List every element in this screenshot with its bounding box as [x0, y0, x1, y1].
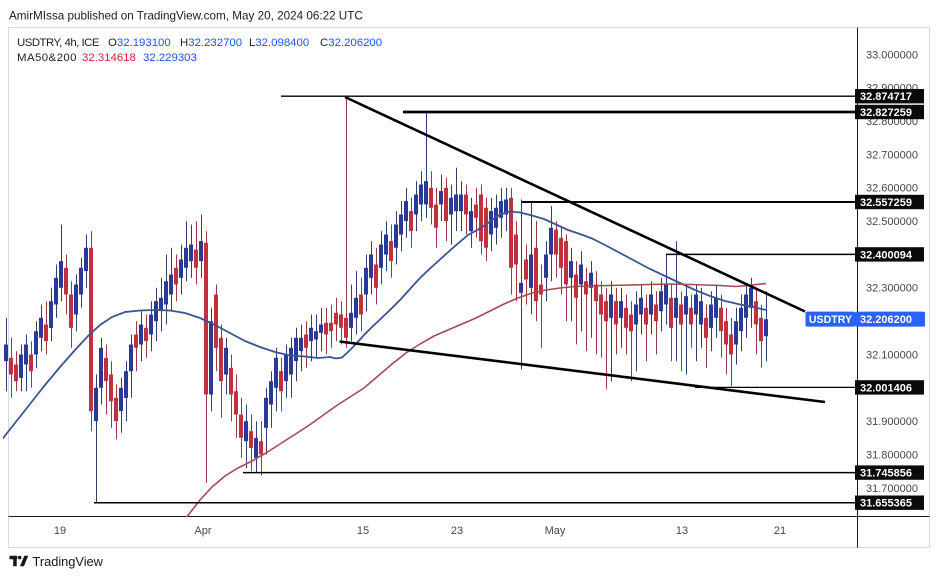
svg-text:31.700000: 31.700000: [866, 483, 918, 495]
svg-text:32.314618: 32.314618: [82, 52, 136, 64]
svg-text:C32.206200: C32.206200: [320, 37, 382, 49]
svg-text:31.800000: 31.800000: [866, 449, 918, 461]
svg-text:32.229303: 32.229303: [143, 52, 197, 64]
svg-text:O32.193100: O32.193100: [108, 37, 171, 49]
svg-text:32.100000: 32.100000: [866, 349, 918, 361]
svg-text:32.300000: 32.300000: [866, 283, 918, 295]
svg-text:32.400094: 32.400094: [860, 249, 913, 261]
svg-text:32.827259: 32.827259: [860, 107, 912, 119]
svg-text:Apr: Apr: [194, 525, 211, 537]
svg-text:TradingView: TradingView: [33, 554, 104, 569]
svg-text:21: 21: [774, 525, 786, 537]
svg-text:L32.098400: L32.098400: [249, 37, 309, 49]
svg-text:32.874717: 32.874717: [860, 91, 912, 103]
svg-text:19: 19: [54, 525, 66, 537]
svg-text:31.745856: 31.745856: [860, 468, 912, 480]
svg-text:32.557259: 32.557259: [860, 197, 912, 209]
svg-text:33.000000: 33.000000: [866, 49, 918, 61]
svg-text:May: May: [545, 525, 566, 537]
svg-text:23: 23: [451, 525, 463, 537]
svg-text:32.500000: 32.500000: [866, 216, 918, 228]
svg-text:31.900000: 31.900000: [866, 416, 918, 428]
svg-text:32.001406: 32.001406: [860, 382, 912, 394]
svg-text:32.700000: 32.700000: [866, 149, 918, 161]
svg-text:32.600000: 32.600000: [866, 183, 918, 195]
svg-text:USDTRY: USDTRY: [809, 314, 852, 326]
svg-text:H32.232700: H32.232700: [180, 37, 242, 49]
svg-text:13: 13: [676, 525, 688, 537]
svg-text:MA50&200: MA50&200: [17, 52, 77, 64]
svg-text:32.206200: 32.206200: [860, 314, 912, 326]
svg-text:AmirMIssa published on Trading: AmirMIssa published on TradingView.com, …: [9, 10, 363, 23]
svg-text:31.655365: 31.655365: [860, 498, 912, 510]
svg-text:USDTRY, 4h, ICE: USDTRY, 4h, ICE: [17, 37, 100, 49]
svg-text:15: 15: [357, 525, 369, 537]
